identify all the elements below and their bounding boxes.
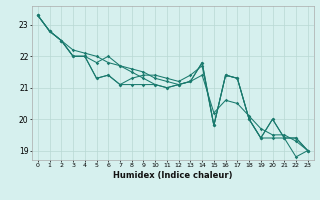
- X-axis label: Humidex (Indice chaleur): Humidex (Indice chaleur): [113, 171, 233, 180]
